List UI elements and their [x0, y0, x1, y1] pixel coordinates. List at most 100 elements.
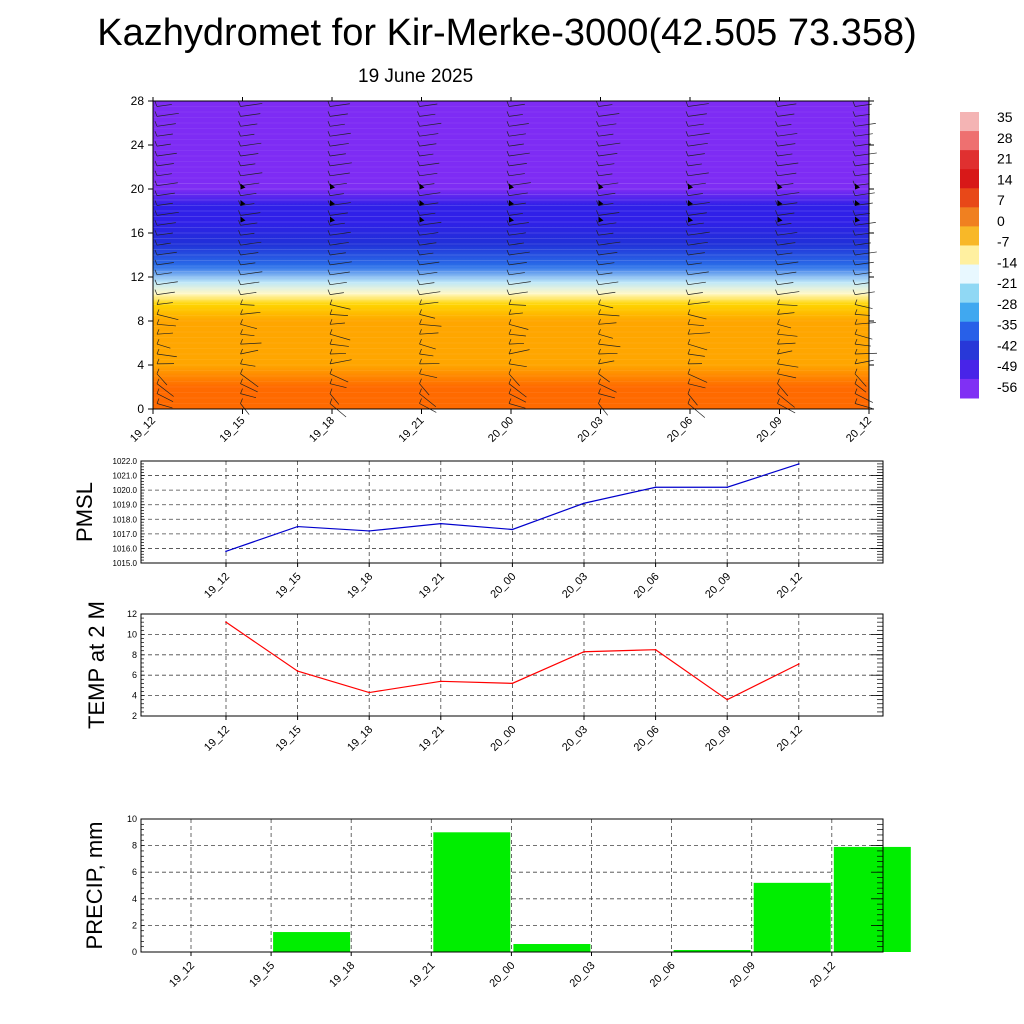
- chart-title: Kazhydromet for Kir-Merke-3000(42.505 73…: [97, 12, 917, 54]
- wind-barb: [687, 142, 708, 147]
- wind-barb-feather: [685, 170, 689, 176]
- wind-barb-feather: [775, 131, 778, 137]
- wind-barb-feather: [685, 239, 689, 246]
- wind-barb-feather: [419, 368, 422, 374]
- wind-barb-feather: [685, 131, 689, 137]
- wind-pennant: [855, 183, 860, 190]
- wind-barb-feather: [596, 150, 599, 157]
- wind-barb-feather: [596, 180, 599, 186]
- wind-barb-feather: [327, 249, 331, 256]
- wind-barb: [687, 222, 704, 226]
- wind-barb-feather: [238, 249, 241, 256]
- x-tick-label: 20_00: [487, 960, 517, 990]
- wind-barb: [854, 251, 877, 256]
- wind-barb-feather: [238, 289, 241, 295]
- wind-barb: [777, 202, 798, 206]
- wind-barb-feather: [777, 358, 780, 365]
- wind-barb: [854, 343, 871, 347]
- wind-barb-feather: [506, 279, 510, 285]
- wind-barb-feather: [154, 210, 158, 216]
- wind-barb: [240, 163, 256, 167]
- colorbar-label: -21: [997, 275, 1017, 291]
- wind-barb-feather: [506, 170, 510, 176]
- wind-barb-feather: [852, 111, 856, 117]
- wind-barb-feather: [327, 210, 331, 216]
- wind-barb: [508, 173, 525, 177]
- wind-barb: [240, 193, 257, 196]
- wind-barb: [240, 212, 261, 216]
- wind-barb-feather: [327, 160, 331, 167]
- wind-barb: [419, 282, 435, 286]
- wind-barb-feather: [419, 348, 422, 355]
- wind-barb: [598, 304, 614, 309]
- wind-barb-feather: [596, 210, 599, 216]
- wind-barb: [156, 112, 179, 117]
- wind-barb: [598, 222, 617, 226]
- colorbar-label: -56: [997, 379, 1017, 395]
- wind-pennant: [598, 183, 604, 190]
- wind-barb-feather: [417, 140, 420, 147]
- wind-barb: [329, 242, 349, 246]
- wind-barb-column: [154, 101, 179, 409]
- wind-pennant: [855, 200, 860, 206]
- wind-barb-feather: [419, 378, 422, 384]
- wind-barb-feather: [506, 239, 510, 246]
- wind-barb: [508, 312, 523, 315]
- wind-barb-feather: [327, 279, 331, 285]
- x-tick-label: 20_06: [632, 571, 662, 601]
- wind-barb-feather: [238, 220, 241, 226]
- wind-barb-feather: [508, 329, 512, 335]
- wind-barb-feather: [419, 319, 422, 325]
- wind-barb-feather: [154, 121, 158, 127]
- wind-barb: [329, 373, 349, 383]
- wind-barb: [508, 349, 530, 355]
- wind-barb: [777, 261, 799, 266]
- y-tick-label: 1021.0: [113, 472, 138, 481]
- wind-barb-feather: [506, 121, 510, 127]
- wind-barb-feather: [154, 249, 158, 256]
- wind-barb-feather: [506, 249, 510, 256]
- wind-barb-feather: [506, 150, 510, 157]
- wind-barb-feather: [327, 170, 331, 176]
- colorbar-swatch: [960, 188, 979, 208]
- wind-barb-feather: [417, 150, 420, 157]
- wind-barb: [240, 222, 258, 226]
- x-tick-label: 19_21: [397, 415, 427, 445]
- wind-barb-feather: [596, 259, 599, 266]
- wind-barb-feather: [685, 140, 689, 147]
- wind-barb-feather: [685, 111, 689, 117]
- wind-barb-feather: [508, 348, 512, 355]
- wind-barb: [854, 113, 870, 117]
- wind-barb: [419, 133, 439, 137]
- wind-barb-feather: [598, 348, 601, 355]
- wind-barb-feather: [852, 269, 856, 275]
- temp-point: [511, 682, 514, 685]
- wind-barb-feather: [596, 239, 599, 246]
- wind-barb-feather: [327, 150, 331, 157]
- wind-barb-feather: [854, 348, 858, 355]
- temp-point: [583, 650, 585, 653]
- wind-barb-feather: [154, 101, 158, 107]
- wind-barb-feather: [854, 368, 858, 374]
- wind-barb-feather: [419, 299, 422, 305]
- wind-barb: [419, 192, 441, 196]
- wind-barb: [777, 103, 797, 107]
- wind-barb-feather: [596, 160, 599, 167]
- wind-barb: [687, 212, 707, 216]
- wind-barb-feather: [506, 101, 510, 107]
- temp-point: [368, 691, 371, 694]
- colorbar-swatch: [960, 131, 979, 151]
- wind-barb: [240, 123, 258, 127]
- wind-barb: [508, 323, 529, 330]
- y-tick-label: 4: [132, 894, 137, 904]
- wind-barb: [598, 272, 613, 276]
- wind-barb: [508, 262, 527, 266]
- wind-barb: [240, 383, 258, 393]
- temp-line: [225, 621, 800, 701]
- wind-barb: [508, 383, 527, 398]
- wind-barb: [329, 271, 350, 276]
- y-tick-label: 1016.0: [113, 544, 138, 553]
- wind-barb: [240, 241, 262, 246]
- wind-barb-feather: [852, 210, 856, 216]
- wind-barb-feather: [329, 398, 333, 404]
